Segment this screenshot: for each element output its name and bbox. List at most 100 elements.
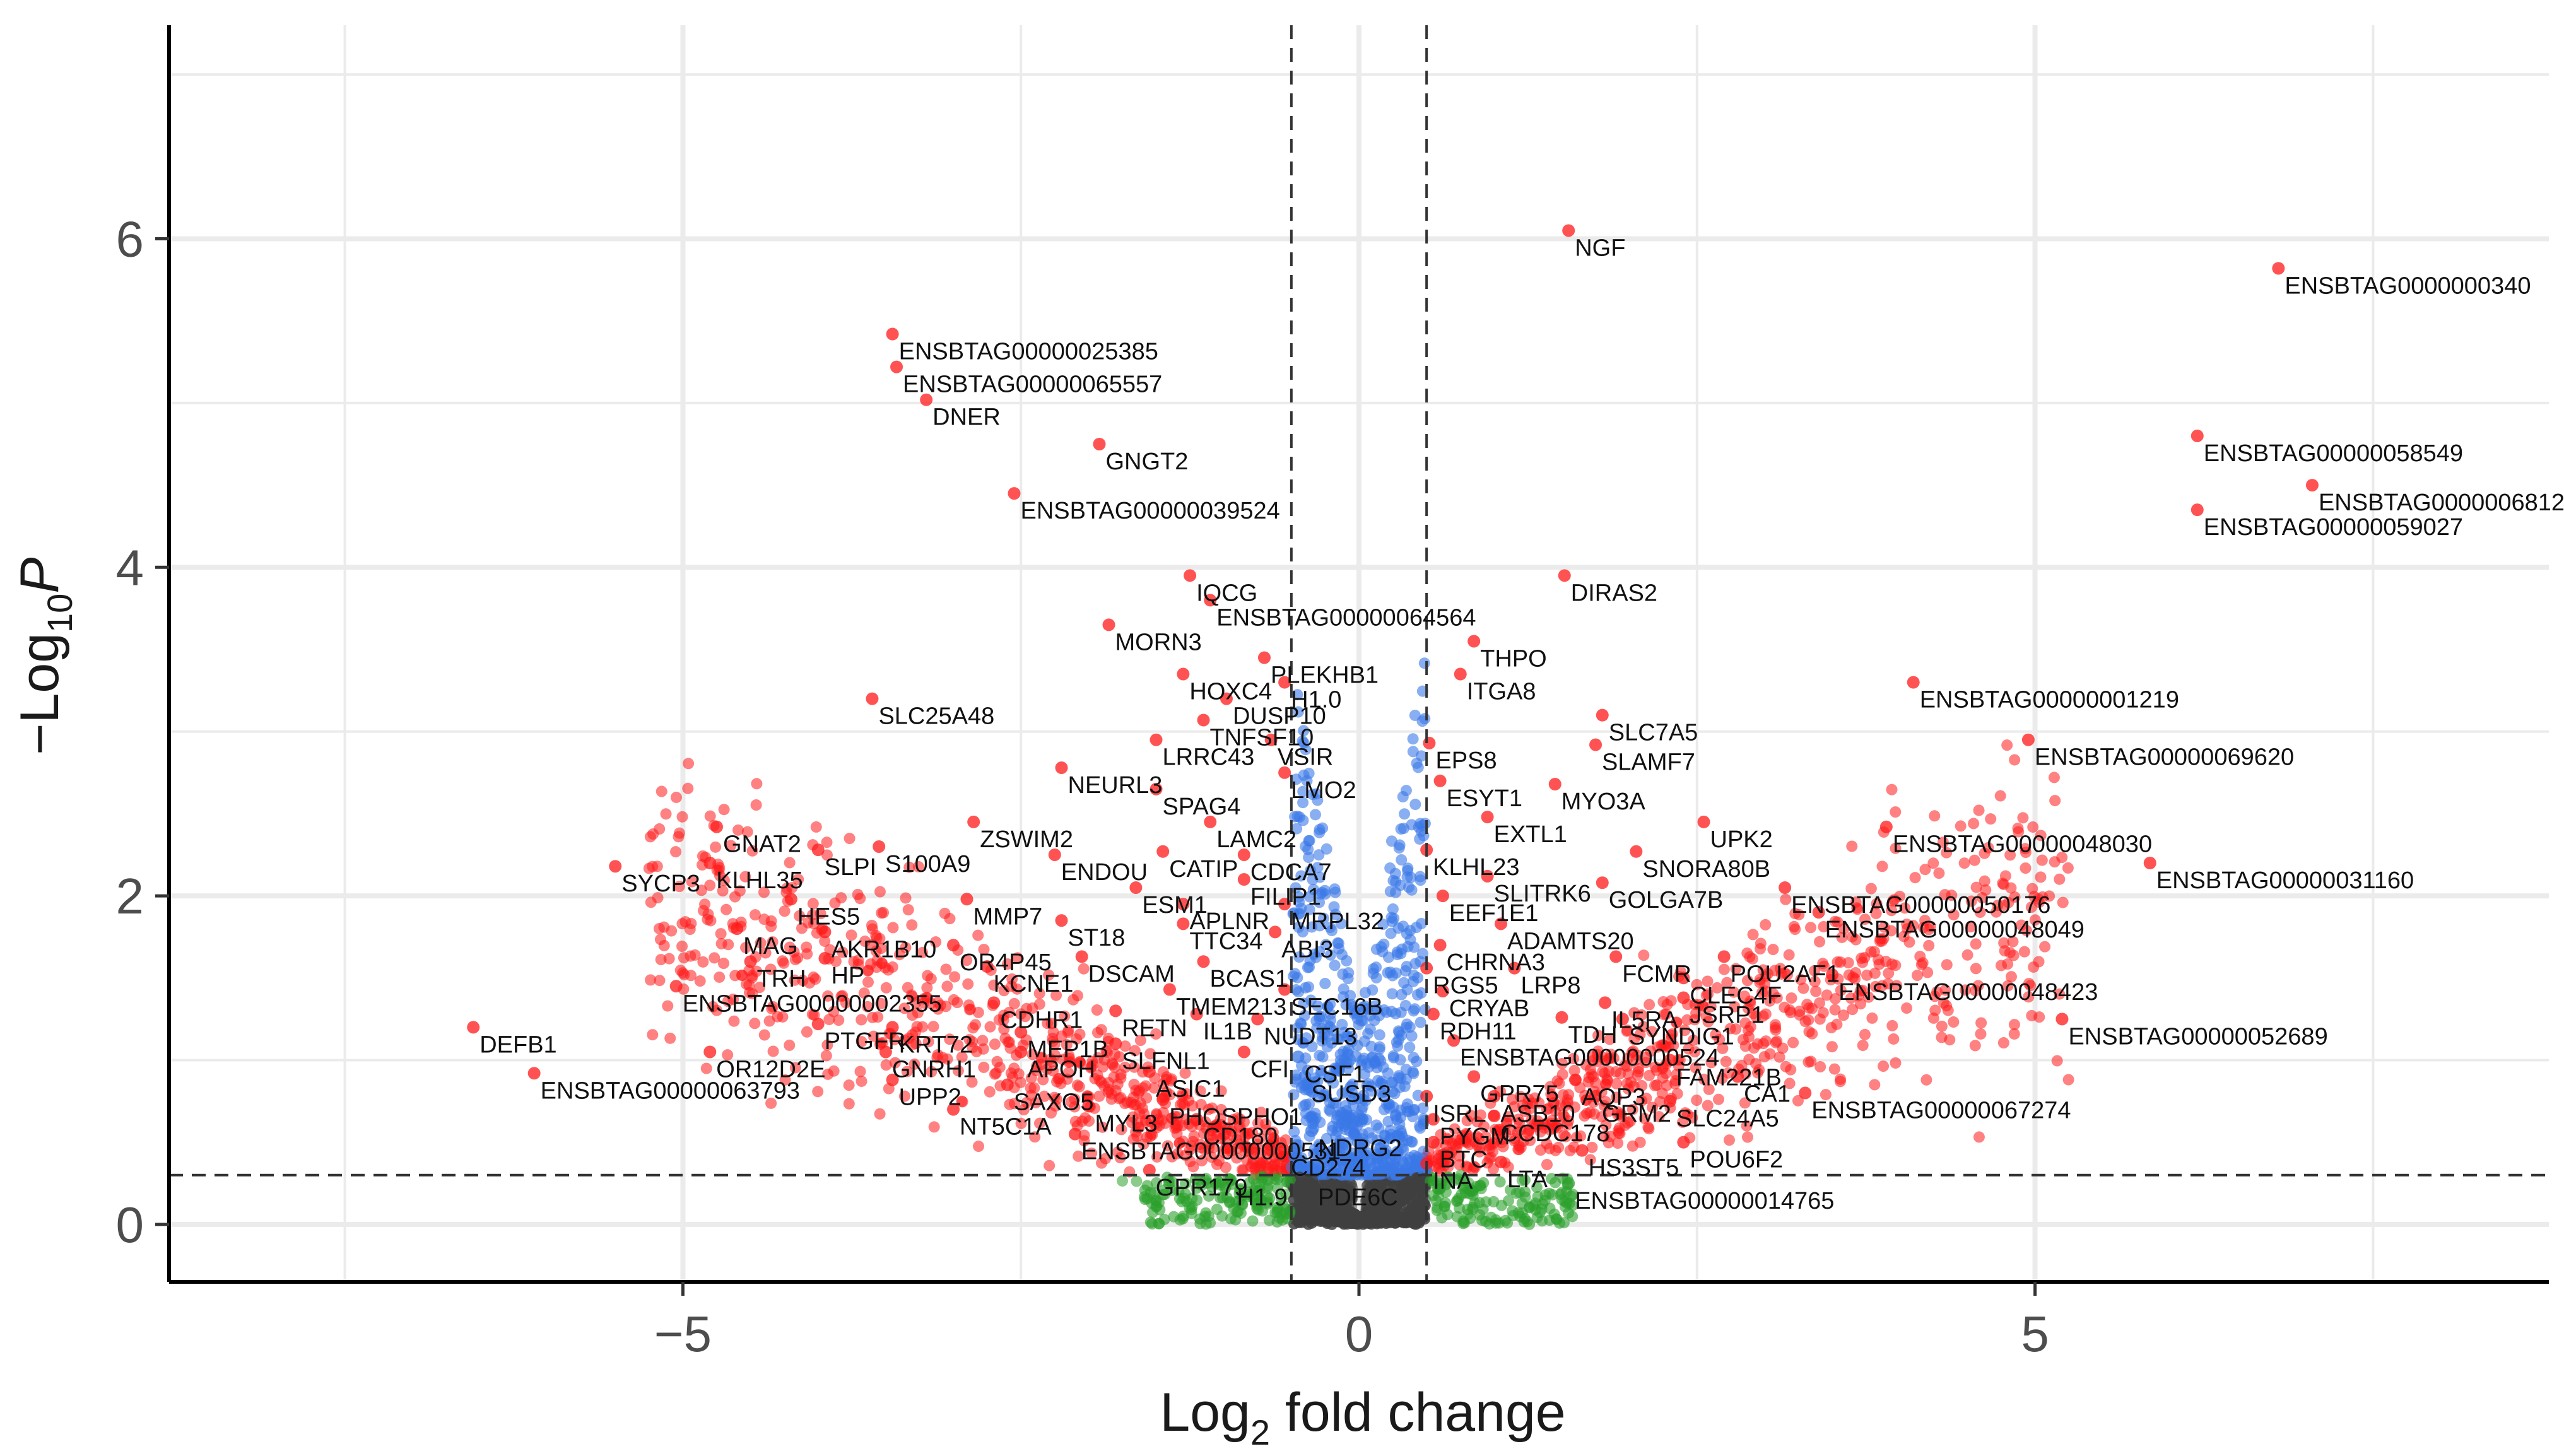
gene-label: SLFNL1: [1122, 1048, 1209, 1074]
data-point: [703, 857, 717, 869]
data-point: [1433, 939, 1447, 952]
data-point: [1999, 945, 2011, 957]
data-point: [1315, 1215, 1327, 1227]
data-point: [1944, 1034, 1956, 1046]
data-point: [987, 996, 1001, 1009]
data-point: [1602, 1105, 1614, 1117]
data-point: [2004, 849, 2016, 861]
data-point: [807, 909, 819, 921]
data-point: [1702, 975, 1714, 987]
data-point: [1371, 1003, 1383, 1015]
data-point: [852, 888, 864, 900]
gene-label: MEP1B: [1027, 1036, 1109, 1063]
data-point: [1115, 1124, 1127, 1136]
gene-label: ENSBTAG00000058549: [2204, 440, 2463, 467]
data-point: [1663, 1054, 1676, 1067]
data-point: [1063, 1057, 1075, 1069]
data-point: [2191, 429, 2204, 442]
data-point: [1599, 996, 1612, 1009]
data-point: [1001, 1078, 1014, 1091]
y-tick-label: 2: [116, 868, 144, 924]
data-point: [1909, 872, 1921, 884]
data-point: [856, 1075, 867, 1087]
data-point: [1614, 1067, 1626, 1079]
data-point: [866, 919, 878, 931]
data-point: [1078, 1129, 1090, 1141]
data-point: [1730, 963, 1742, 975]
data-point: [1628, 1033, 1640, 1045]
data-point: [1582, 1076, 1594, 1088]
gene-label: ASIC1: [1156, 1076, 1225, 1103]
gene-label: ENSBTAG00000039524: [1020, 498, 1279, 524]
data-point: [1556, 1069, 1568, 1081]
data-point: [1613, 1127, 1625, 1139]
data-point: [1251, 1013, 1264, 1026]
data-point: [1965, 895, 1977, 907]
data-point: [1553, 1077, 1565, 1089]
data-point: [1028, 1082, 1040, 1094]
data-point: [806, 1008, 818, 1020]
data-point: [962, 978, 974, 990]
data-point: [1869, 1079, 1881, 1091]
data-point: [1637, 1021, 1649, 1033]
data-point: [1163, 983, 1176, 996]
data-point: [1829, 1004, 1841, 1016]
data-point: [1973, 1131, 1985, 1143]
data-point: [1886, 958, 1898, 970]
data-point: [1494, 1176, 1506, 1188]
data-point: [1802, 1014, 1814, 1026]
gene-label: INA: [1433, 1168, 1473, 1195]
data-point: [1731, 1070, 1744, 1083]
data-point: [1948, 1016, 1960, 1028]
data-point: [1224, 1196, 1236, 1208]
data-point: [947, 939, 960, 952]
gene-label: RGS5: [1433, 973, 1498, 999]
data-point: [1304, 954, 1316, 966]
data-point: [1139, 1080, 1151, 1092]
data-point: [654, 975, 666, 987]
data-point: [1469, 1197, 1481, 1209]
data-point: [1278, 898, 1291, 911]
data-point: [928, 1121, 940, 1133]
data-point: [1850, 934, 1862, 946]
data-point: [2044, 890, 2055, 902]
data-point: [1960, 984, 1972, 996]
data-point: [1687, 1035, 1699, 1047]
data-point: [1451, 1211, 1463, 1223]
data-point: [1203, 1211, 1214, 1223]
data-point: [1399, 1178, 1411, 1190]
data-point: [1346, 1182, 1358, 1194]
gene-label: EPS8: [1435, 748, 1497, 774]
data-point: [926, 1066, 938, 1077]
data-point: [1747, 929, 1759, 941]
gene-label: GNAT2: [723, 831, 801, 858]
data-point: [1184, 1156, 1196, 1168]
data-point: [1014, 1026, 1028, 1039]
data-point: [705, 915, 717, 927]
data-point: [1517, 1100, 1529, 1112]
data-point: [969, 1019, 981, 1031]
data-point: [1305, 1124, 1318, 1137]
data-point: [2191, 503, 2204, 517]
data-point: [1929, 810, 1941, 822]
data-point: [1633, 1066, 1645, 1077]
data-point: [651, 860, 663, 872]
data-point: [1825, 1021, 1837, 1033]
data-point: [1021, 1002, 1033, 1014]
data-point: [760, 947, 772, 959]
data-point: [1535, 1144, 1547, 1156]
data-point: [1114, 1152, 1126, 1164]
data-point: [1306, 921, 1318, 933]
data-point: [978, 1061, 990, 1073]
data-point: [1043, 969, 1055, 981]
data-point: [1291, 1182, 1303, 1194]
data-point: [1970, 881, 1982, 893]
data-point: [1156, 1093, 1170, 1106]
gene-label: ENSBTAG00000002355: [683, 990, 942, 1017]
gene-label: SLC7A5: [1609, 720, 1698, 746]
data-point: [1312, 862, 1324, 874]
data-point: [1150, 1177, 1162, 1189]
gene-label: MAG: [743, 933, 798, 960]
data-point: [765, 920, 777, 932]
data-point: [1335, 1058, 1347, 1070]
